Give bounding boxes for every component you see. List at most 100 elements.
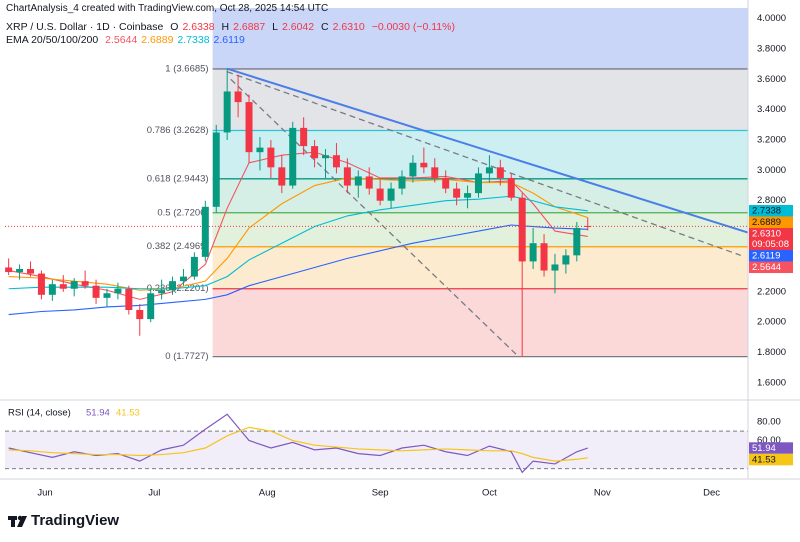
candle-body [103,293,111,298]
ema-line [8,151,588,300]
candle-body [409,162,417,177]
price-tag [749,228,793,251]
ema-line [8,177,588,291]
ohlc-value: 2.6338 [182,21,215,33]
fib-zone [212,68,749,131]
y-tick-label: 3.2000 [757,135,786,146]
candle-body [453,188,461,198]
candle-body [376,188,384,201]
price-tag-label: 2.5644 [752,262,781,273]
price-tag [749,442,793,454]
candle-body [70,281,78,289]
candle-body [179,276,187,282]
candle-body [5,267,13,273]
candle-body [464,193,472,198]
candle-body [201,206,209,257]
candle-body [584,225,592,227]
candle-body [300,127,308,147]
ohlc-value: 2.6310 [332,21,365,33]
candle-body [387,188,395,201]
fib-label: 0.382 (2.4969) [147,241,209,252]
rsi-title: RSI (14, close) [8,408,71,419]
logo-icon [8,515,27,527]
price-tag [749,250,793,262]
ema-legend: EMA 20/50/100/200 2.5644 2.6889 2.7338 2.61… [6,34,249,46]
y-tick-label: 1.8000 [757,347,786,358]
candle-body [507,177,515,198]
candle-body [245,102,253,153]
ohlc-key: H [221,21,230,33]
fib-label: 1 (3.6685) [165,63,208,74]
x-tick-label: Jul [148,488,160,499]
ema-value: 2.6889 [141,34,174,46]
y-tick-label: 60.00 [757,435,781,446]
candle-body [267,147,275,168]
ema-value: 2.7338 [177,34,210,46]
x-tick-label: Sep [372,488,389,499]
countdown: 09:05:08 [752,239,789,250]
candle-body [212,132,220,207]
candle-body [431,167,439,178]
watermark: ChartAnalysis_4 created with TradingView… [6,3,329,14]
trendline [226,67,749,234]
candle-body [343,167,351,186]
symbol: XRP / U.S. Dollar · 1D · Coinbase [6,21,164,33]
trendline [230,78,519,358]
candle-body [474,173,482,194]
candle-body [92,285,100,298]
ema-line [8,195,588,290]
fib-zone [212,212,749,247]
ohlc-key: C [321,21,329,33]
candle-body [48,284,56,295]
candle-body [169,281,177,291]
candle-body [26,269,34,274]
candle-body [37,273,45,295]
candle-body [322,155,330,159]
price-tag-label: 41.53 [752,454,776,465]
price-tag-label: 2.6889 [752,217,781,228]
candle-body [81,281,89,286]
price-tag [749,216,793,229]
fib-zone [212,246,749,289]
rsi-line [8,426,588,462]
fib-label: 0.5 (2.7206) [157,207,208,218]
ema-line [8,224,588,316]
y-tick-label: 2.2000 [757,286,786,297]
fib-label: 0.786 (3.2628) [147,125,209,136]
candle-body [540,243,548,271]
candle-body [420,162,428,168]
x-tick-label: Oct [482,488,497,499]
x-tick-label: Dec [703,488,720,499]
candle-body [332,155,340,168]
price-tag-label: 51.94 [752,443,776,454]
candle-body [147,293,155,320]
x-tick-label: Aug [259,488,276,499]
candle-body [442,177,450,189]
y-tick-label: 3.6000 [757,74,786,85]
y-tick-label: 3.8000 [757,43,786,54]
candle-body [365,176,373,189]
y-tick-label: 4.0000 [757,13,786,24]
candle-body [278,167,286,186]
price-tag-label: 2.6310 [752,229,781,240]
price-tag [749,261,793,274]
y-tick-label: 3.4000 [757,104,786,115]
y-tick-label: 3.0000 [757,165,786,176]
price-tag [749,453,793,466]
ohlc-value: 2.6042 [282,21,315,33]
candle-body [518,197,526,262]
ohlc-key: O [170,21,179,33]
candle-body [289,127,297,186]
candle-body [125,288,133,310]
ohlc-value: 2.6887 [233,21,266,33]
trendline [226,71,741,256]
symbol-legend: XRP / U.S. Dollar · 1D · Coinbase O 2.633… [6,21,459,33]
candle-body [136,309,144,320]
fib-zone [212,8,749,69]
price-tag-label: 2.6119 [752,251,780,262]
candle-body [573,228,581,256]
candle-body [223,91,231,133]
x-tick-label: Jun [37,488,52,499]
candle-body [59,284,67,289]
